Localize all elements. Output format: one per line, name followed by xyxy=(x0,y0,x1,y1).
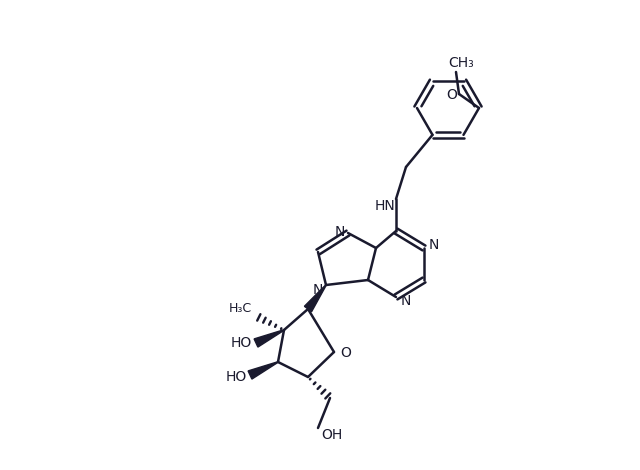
Polygon shape xyxy=(305,285,326,312)
Text: O: O xyxy=(340,346,351,360)
Text: O: O xyxy=(447,88,458,102)
Text: N: N xyxy=(313,283,323,297)
Polygon shape xyxy=(248,362,278,379)
Text: N: N xyxy=(429,238,439,252)
Polygon shape xyxy=(254,330,284,347)
Text: CH₃: CH₃ xyxy=(448,56,474,70)
Text: OH: OH xyxy=(321,428,342,442)
Text: H₃C: H₃C xyxy=(228,303,252,315)
Text: HN: HN xyxy=(374,199,396,213)
Text: N: N xyxy=(401,294,411,308)
Text: N: N xyxy=(335,225,345,239)
Text: HO: HO xyxy=(230,336,252,350)
Text: HO: HO xyxy=(225,370,246,384)
